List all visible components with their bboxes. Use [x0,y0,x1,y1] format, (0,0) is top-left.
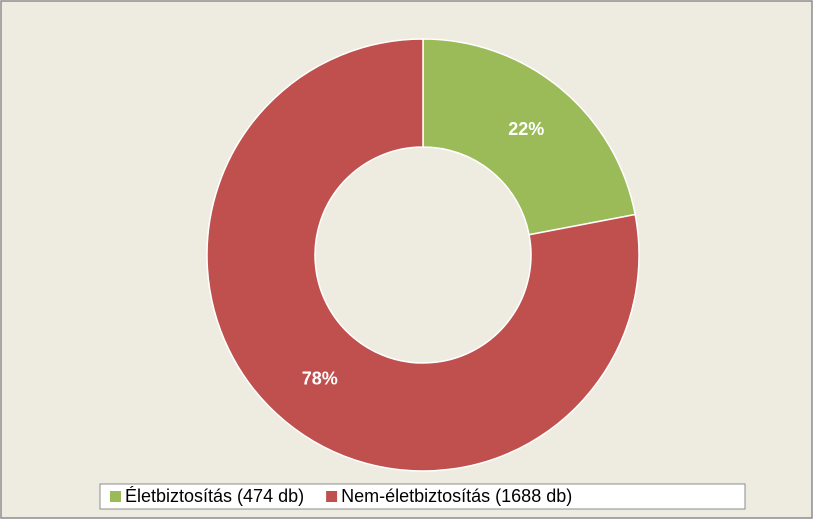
legend-swatch [326,491,338,502]
legend-label: Életbiztosítás (474 db) [125,486,304,506]
data-label: 22% [508,119,544,139]
legend-swatch [110,491,121,502]
legend-box [99,483,746,510]
slice [422,38,637,236]
slice [206,38,640,472]
data-label: 78% [302,369,338,389]
legend-label: Nem-életbiztosítás (1688 db) [341,486,572,506]
